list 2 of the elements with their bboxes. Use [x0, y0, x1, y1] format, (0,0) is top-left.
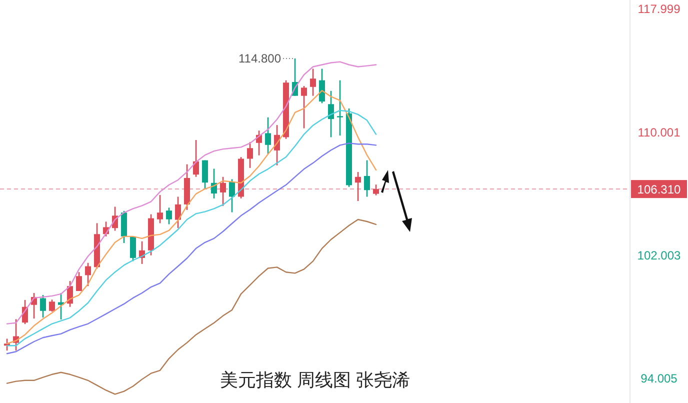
title: 美元指数 周线图 张尧浠 — [220, 370, 410, 390]
annotation: 114.800 — [238, 51, 281, 66]
